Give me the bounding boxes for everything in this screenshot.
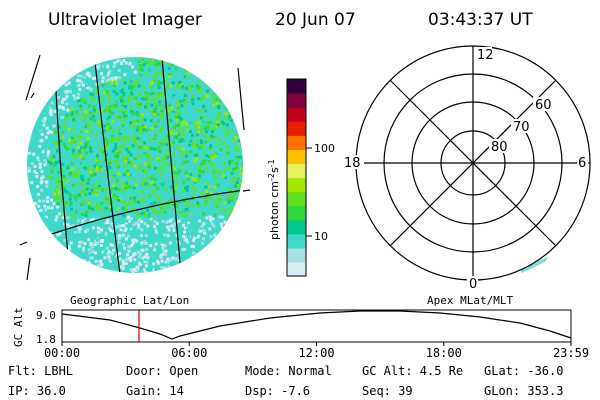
latitude-line: [19, 241, 28, 246]
info-panel: Flt: LBHL IP: 36.0 Door: Open Gain: 14 M…: [8, 364, 563, 398]
colorbar-band: [287, 233, 306, 249]
header: Ultraviolet Imager 20 Jun 07 03:43:37 UT: [48, 10, 533, 30]
info-gain: Gain: 14: [126, 384, 184, 398]
polar-emission: [520, 257, 548, 273]
longitude-line: [26, 257, 31, 281]
mlt-label-0: 0: [469, 277, 477, 292]
timeline-ytop: 9.0: [36, 309, 56, 322]
colorbar-band: [287, 121, 306, 136]
latitude-line: [242, 189, 251, 192]
mlt-line-diag: [389, 79, 557, 247]
timeline-tick-label: 12:00: [298, 346, 334, 360]
longitude-line: [94, 61, 123, 273]
info-seq: Seq: 39: [362, 384, 413, 398]
colorbar-band: [287, 93, 306, 108]
date-label: 20 Jun 07: [275, 10, 356, 30]
colorbar-tick-100: 100: [314, 142, 335, 155]
colorbar-tick-10: 10: [314, 230, 328, 243]
timeline-ybottom: 1.8: [36, 333, 56, 346]
colorbar-band: [287, 177, 306, 193]
colorbar-gradient: [287, 79, 306, 277]
label-bg: [511, 119, 531, 133]
colorbar-band: [287, 107, 306, 122]
colorbar-band: [287, 191, 306, 207]
instrument-title: Ultraviolet Imager: [48, 10, 202, 30]
label-bg: [577, 155, 588, 169]
longitude-line: [237, 67, 245, 131]
lat-label-80: 80: [491, 140, 508, 155]
altitude-curve: [61, 310, 572, 340]
colorbar-frame: [286, 78, 307, 277]
info-gc-alt: GC Alt: 4.5 Re: [362, 364, 463, 378]
colorbar: 100 10 photon cm-2s-1: [267, 78, 335, 277]
mlt-label-6: 6: [578, 156, 586, 171]
grid-outside: [19, 54, 251, 281]
timeline-ylabel: GC Alt: [12, 307, 25, 347]
info-glon: GLon: 353.3: [484, 384, 563, 398]
colorbar-band: [287, 149, 306, 165]
timeline-tick-label: 18:00: [426, 346, 462, 360]
info-door: Door: Open: [126, 364, 198, 378]
colorbar-band: [287, 247, 306, 263]
label-bg: [476, 47, 492, 61]
time-label: 03:43:37 UT: [428, 10, 533, 30]
lat-label-70: 70: [513, 120, 530, 135]
disk-emission: [27, 57, 243, 273]
altitude-timeline: GC Alt 9.0 1.8 00:00 06:00 12:00 18:00 23:59: [12, 307, 589, 360]
uv-image: [19, 54, 251, 281]
timeline-tick-label: 23:59: [553, 346, 589, 360]
label-bg: [343, 155, 364, 169]
colorbar-band: [287, 79, 306, 94]
label-bg: [533, 97, 553, 111]
apex-caption: Apex MLat/MLT: [427, 294, 513, 307]
colorbar-band: [287, 219, 306, 235]
label-bg: [489, 139, 509, 153]
info-mode: Mode: Normal: [245, 364, 332, 378]
colorbar-band: [287, 261, 306, 277]
longitude-line: [25, 54, 41, 101]
label-bg: [467, 276, 478, 289]
timeline-tick-label: 06:00: [171, 346, 207, 360]
polar-plot: 12 18 6 0 60 70 80: [343, 45, 591, 292]
info-ip: IP: 36.0: [8, 384, 66, 398]
colorbar-band: [287, 135, 306, 150]
timeline-tick-label: 00:00: [44, 346, 80, 360]
colorbar-unit-label: photon cm-2s-1: [267, 159, 281, 240]
geographic-caption: Geographic Lat/Lon: [70, 294, 189, 307]
info-glat: GLat: -36.0: [484, 364, 563, 378]
timeline-ticks: 00:00 06:00 12:00 18:00 23:59: [44, 342, 589, 360]
colorbar-band: [287, 163, 306, 179]
info-flt: Flt: LBHL: [8, 364, 73, 378]
timeline-frame: [61, 309, 572, 343]
longitude-line: [30, 92, 35, 99]
lat-label-60: 60: [535, 98, 552, 113]
mlt-label-12: 12: [477, 48, 494, 63]
mlt-label-18: 18: [344, 156, 361, 171]
colorbar-band: [287, 205, 306, 221]
info-dsp: Dsp: -7.6: [245, 384, 310, 398]
longitude-line: [161, 57, 183, 273]
